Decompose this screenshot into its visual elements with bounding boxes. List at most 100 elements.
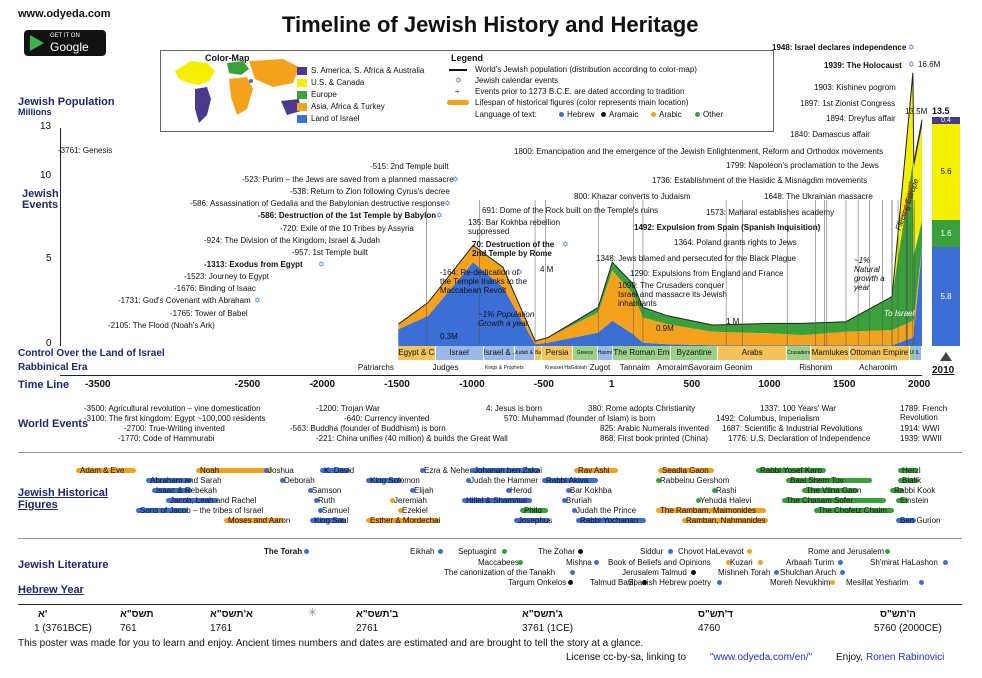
timeline-label: Time Line	[18, 379, 70, 391]
series-area-asia-africa-turkey	[398, 245, 922, 346]
world-event: 1939: WWII	[900, 434, 942, 443]
control-band: Mamlukes	[811, 346, 849, 360]
figure-lifespan-bar	[896, 518, 916, 523]
world-events-label: World Events	[18, 418, 89, 430]
hebrew-year-label: Hebrew Year	[18, 584, 84, 596]
historical-figure: Hillel & Shammai	[466, 496, 527, 505]
up-arrow-icon	[940, 352, 952, 361]
figure-lifespan-bar	[520, 508, 548, 513]
figure-marker	[308, 488, 313, 493]
page-title: Timeline of Jewish History and Heritage	[282, 12, 699, 37]
historical-figure: Rabbi Akiva	[546, 476, 589, 485]
figure-marker	[696, 498, 701, 503]
historical-figure: Yehuda Halevi	[700, 496, 752, 505]
historical-figure: Seadia Gaon	[662, 466, 709, 475]
literature-label: Jewish Literature	[18, 559, 109, 571]
section-divider	[18, 538, 962, 539]
event-label: -1731: God's Covenant with Abraham	[118, 296, 251, 305]
events-axis-label: Jewish	[22, 188, 59, 200]
control-band: Egypt & Canaanites	[398, 346, 435, 360]
literature-item: Moreh Nevukhim	[770, 578, 831, 587]
literature-item: Septuagint	[458, 547, 497, 556]
figure-lifespan-bar	[542, 478, 598, 483]
event-label: -538: Return to Zion following Cyrus's d…	[290, 187, 450, 196]
event-label: 800: Khazar converts to Judaism	[574, 192, 691, 201]
star-of-david-icon: ✡	[318, 260, 325, 269]
hebrew-year: א'תשס"א	[210, 609, 253, 620]
rabbinical-era: Zugot	[589, 363, 611, 372]
figures-label: Jewish Historical	[18, 487, 108, 499]
historical-figure: Rashi	[716, 486, 737, 495]
figure-lifespan-bar	[320, 468, 350, 473]
historical-figure: Elijah	[414, 486, 434, 495]
literature-item: The Zohar	[538, 547, 575, 556]
civil-year: 5760 (2000CE)	[874, 623, 942, 634]
historical-figure: Herzl	[902, 466, 921, 475]
literature-item: Talmud Bavli	[590, 578, 636, 587]
event-label: -720: Exile of the 10 Tribes by Assyria	[280, 224, 414, 233]
language-dot	[593, 560, 599, 565]
world-event: 1914: WWI	[900, 424, 940, 433]
figure-lifespan-bar	[814, 508, 894, 513]
world-event: -1770: Code of Hammurabi	[118, 434, 215, 443]
historical-figure: Deborah	[284, 476, 315, 485]
tradition-marker-icon: ✳	[308, 607, 318, 619]
event-label: 1348: Jews blamed and persecuted for the…	[596, 254, 797, 263]
control-band: Ottoman Empire	[849, 346, 909, 360]
x-tick: 2000	[908, 379, 931, 390]
world-event: -221: China unifies (40 million) & build…	[316, 434, 508, 443]
historical-figure: Rabbi Kook	[894, 486, 936, 495]
hebrew-year: ג'תשס"א	[522, 609, 563, 620]
event-label: 1897: 1st Zionist Congress	[800, 99, 896, 108]
literature-item: Maccabees	[478, 558, 519, 567]
historical-figure: Ezra & Nehemiah	[424, 466, 487, 475]
population-axis-unit: Millions	[18, 107, 52, 117]
event-label: 1290: Expulsions from England and France	[630, 269, 784, 278]
current-total: 13.5	[932, 106, 950, 116]
hebrew-year: ה'תש"ס	[880, 609, 916, 620]
author-link[interactable]: Ronen Rabinovici	[866, 652, 945, 663]
world-event: -2700: True-Writing invented	[124, 424, 225, 433]
footer-note: This poster was made for you to learn an…	[18, 638, 644, 649]
play-store-icon	[30, 35, 44, 51]
figure-lifespan-bar	[802, 488, 858, 493]
literature-item: Mesillat Yesharim	[846, 578, 909, 587]
language-dot	[840, 570, 846, 575]
literature-item: Siddur	[640, 547, 664, 556]
event-label: From Egypt to Israel	[252, 314, 325, 323]
literature-item: The Torah	[264, 547, 303, 556]
rabbinical-era: Kings & Prophets	[485, 365, 524, 371]
region-label: Europe	[311, 90, 337, 99]
rabbinical-era: Savoraim	[688, 363, 723, 372]
series-area-land-of-israel	[398, 248, 922, 346]
x-tick: -3500	[85, 379, 111, 390]
event-label: 1894: Dreyfus affair	[826, 114, 896, 123]
population-line-icon	[449, 69, 467, 71]
rabbinical-era: Rishonim	[799, 363, 833, 372]
language-dot	[568, 580, 574, 585]
event-label: -515: 2nd Temple built	[370, 162, 449, 171]
rabbinical-era: Acharonim	[859, 363, 898, 372]
historical-figure: Ben Gurion	[900, 516, 941, 525]
figure-lifespan-bar	[782, 498, 886, 503]
region-label: Land of Israel	[311, 114, 360, 123]
rabbinical-era: Judges	[432, 363, 459, 372]
figure-marker	[410, 488, 415, 493]
stack-label: 0.9M	[656, 324, 674, 333]
store-small-text: GET IT ON	[50, 33, 80, 39]
figure-lifespan-bar	[152, 488, 192, 493]
figure-lifespan-bar	[890, 488, 904, 493]
language-dot	[303, 549, 309, 554]
rabbinical-era: Tannaim	[619, 363, 650, 372]
section-divider	[18, 452, 962, 453]
legend-title: Legend	[451, 53, 484, 63]
google-play-badge[interactable]: GET IT ON Google play	[24, 30, 106, 68]
language-dot	[838, 560, 844, 565]
current-stack-seg: 1.6	[932, 220, 960, 247]
historical-figure: Josephus	[518, 516, 553, 525]
footer-link[interactable]: "www.odyeda.com/en/"	[710, 652, 813, 663]
region-swatch	[297, 115, 307, 123]
site-url[interactable]: www.odyeda.com	[18, 8, 111, 20]
historical-figure: Abraham and Sarah	[150, 476, 222, 485]
